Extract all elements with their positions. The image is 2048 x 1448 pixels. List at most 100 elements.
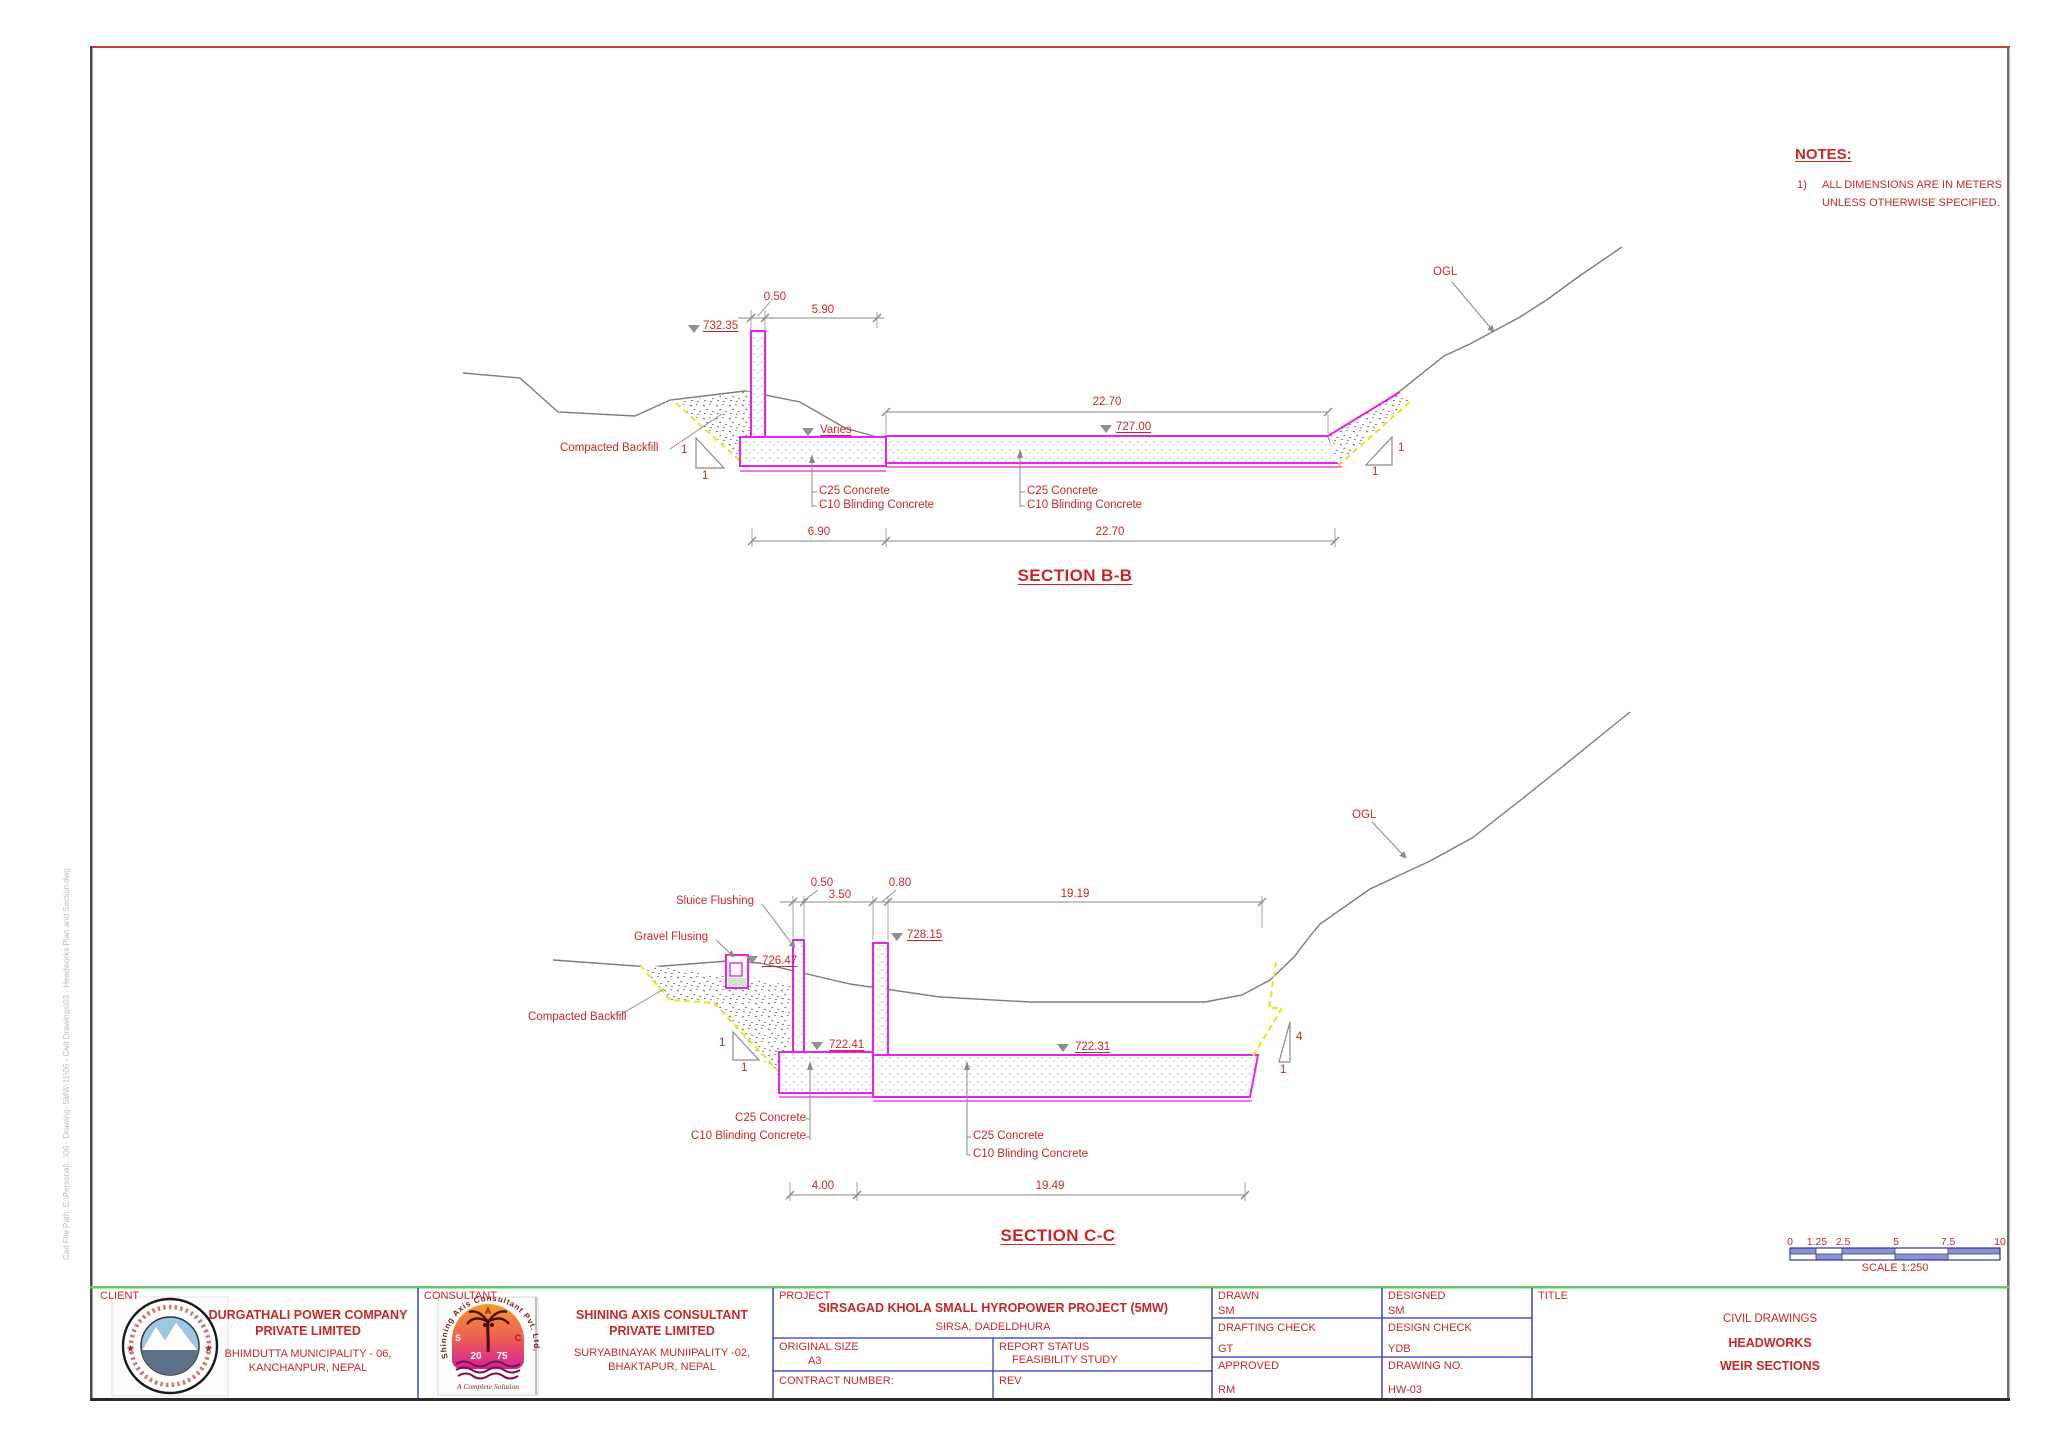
drafting-check-label: DRAFTING CHECK bbox=[1218, 1322, 1316, 1334]
cc-label-ogl: OGL bbox=[1352, 809, 1377, 821]
scale-tick-125: 1.25 bbox=[1806, 1236, 1828, 1248]
cc-label-c10-left: C10 Blinding Concrete bbox=[690, 1130, 806, 1142]
cc-slope-right-v: 4 bbox=[1296, 1031, 1303, 1043]
report-status-value: FEASIBILITY STUDY bbox=[1012, 1354, 1118, 1366]
consultant-logo-s: S bbox=[455, 1333, 461, 1343]
project-name: SIRSAGAD KHOLA SMALL HYROPOWER PROJECT (… bbox=[817, 1301, 1169, 1315]
drafting-check-value: GT bbox=[1218, 1343, 1234, 1355]
cc-label-c25-right: C25 Concrete bbox=[973, 1130, 1044, 1142]
bb-dim-apron: 5.90 bbox=[811, 304, 835, 316]
scale-bar bbox=[1789, 1247, 2001, 1261]
bb-slope-left-h: 1 bbox=[702, 470, 709, 482]
original-size-value: A3 bbox=[808, 1355, 822, 1367]
cc-slope-left-h: 1 bbox=[741, 1062, 748, 1074]
bb-slope-right-v: 1 bbox=[1398, 442, 1405, 454]
bb-elevation-crest: 732.35 bbox=[703, 320, 739, 332]
contract-number-label: CONTRACT NUMBER: bbox=[779, 1375, 894, 1387]
notes-item-number: 1) bbox=[1797, 179, 1807, 191]
cc-label-c25-left: C25 Concrete bbox=[735, 1112, 806, 1124]
consultant-logo-year-75: 75 bbox=[496, 1351, 508, 1362]
bb-elevation-varies: Varies bbox=[820, 424, 852, 436]
client-name-line2: PRIVATE LIMITED bbox=[255, 1324, 361, 1338]
cad-file-path-note: Cad File Path: E:\Personal\...\06 - Draw… bbox=[62, 868, 71, 1260]
drawing-no-label: DRAWING NO. bbox=[1388, 1360, 1464, 1372]
cc-label-compacted-backfill: Compacted Backfill bbox=[528, 1011, 627, 1023]
bb-label-ogl: OGL bbox=[1433, 266, 1458, 278]
consultant-logo-c: C bbox=[515, 1333, 522, 1343]
sheet-title-line3: WEIR SECTIONS bbox=[1719, 1359, 1821, 1373]
client-logo: ★ ★ bbox=[111, 1296, 229, 1397]
notes-heading: NOTES: bbox=[1795, 146, 1852, 163]
cc-slope-left-v: 1 bbox=[719, 1037, 726, 1049]
cc-elevation-sluice-floor: 722.41 bbox=[829, 1039, 865, 1051]
scale-tick-10: 10 bbox=[1994, 1236, 2006, 1248]
design-check-value: YDB bbox=[1388, 1343, 1411, 1355]
approved-value: RM bbox=[1218, 1384, 1236, 1396]
bb-dim-bottom-left: 6.90 bbox=[807, 526, 831, 538]
scale-tick-75: 7.5 bbox=[1940, 1236, 1956, 1248]
consultant-name-line1: SHINING AXIS CONSULTANT bbox=[576, 1308, 748, 1322]
section-bb-linework bbox=[462, 246, 1623, 547]
approved-label: APPROVED bbox=[1218, 1360, 1280, 1372]
notes-line-2: UNLESS OTHERWISE SPECIFIED. bbox=[1822, 197, 2000, 209]
project-location: SIRSA, DADELDHURA bbox=[935, 1321, 1051, 1333]
cc-dim-bottom-left: 4.00 bbox=[811, 1180, 835, 1192]
original-size-label: ORIGINAL SIZE bbox=[779, 1341, 859, 1353]
bb-slope-left-v: 1 bbox=[681, 444, 688, 456]
consultant-logo-tagline: A Complete Solution bbox=[456, 1382, 519, 1391]
cc-slope-right-h: 1 bbox=[1280, 1064, 1287, 1076]
client-logo-star-left: ★ bbox=[126, 1344, 135, 1355]
bb-label-c10-left: C10 Blinding Concrete bbox=[819, 499, 935, 511]
cc-dim-bottom-right: 19.49 bbox=[1035, 1180, 1065, 1192]
bb-label-c25-left: C25 Concrete bbox=[819, 485, 890, 497]
sheet-title-line2: HEADWORKS bbox=[1728, 1336, 1812, 1350]
cc-label-c10-right: C10 Blinding Concrete bbox=[973, 1148, 1089, 1160]
cc-elevation-crest: 728.15 bbox=[907, 929, 943, 941]
bb-dim-bottom-right: 22.70 bbox=[1095, 526, 1125, 538]
cc-elevation-basin-floor: 722.31 bbox=[1075, 1041, 1111, 1053]
consultant-address-line2: BHAKTAPUR, NEPAL bbox=[608, 1361, 716, 1373]
sheet-title-line1: CIVIL DRAWINGS bbox=[1722, 1313, 1818, 1325]
bb-dim-basin-top: 22.70 bbox=[1092, 396, 1122, 408]
client-address-line1: BHIMDUTTA MUNICIPALITY - 06, bbox=[224, 1348, 392, 1360]
rev-label: REV bbox=[999, 1375, 1022, 1387]
designed-label: DESIGNED bbox=[1388, 1290, 1446, 1302]
client-label: CLIENT bbox=[100, 1290, 140, 1302]
client-address-line2: KANCHANPUR, NEPAL bbox=[248, 1362, 368, 1374]
cc-dim-weir-wall: 0.80 bbox=[888, 877, 912, 889]
report-status-label: REPORT STATUS bbox=[999, 1341, 1090, 1353]
notes-line-1: ALL DIMENSIONS ARE IN METERS bbox=[1822, 179, 2002, 191]
drawn-label: DRAWN bbox=[1218, 1290, 1260, 1302]
cc-dim-gap: 3.50 bbox=[828, 889, 852, 901]
consultant-logo-year-20: 20 bbox=[470, 1351, 482, 1362]
design-check-label: DESIGN CHECK bbox=[1388, 1322, 1472, 1334]
title-block-grid bbox=[417, 1288, 1533, 1398]
scale-caption: SCALE 1:250 bbox=[1861, 1262, 1929, 1274]
drawing-no-value: HW-03 bbox=[1388, 1384, 1423, 1396]
consultant-logo: Shinning Axis Consultant Pvt. Ltd. S A C… bbox=[437, 1294, 540, 1396]
bb-label-c10-right: C10 Blinding Concrete bbox=[1027, 499, 1143, 511]
scale-tick-5: 5 bbox=[1893, 1236, 1899, 1248]
bb-dim-wall-width: 0.50 bbox=[763, 291, 787, 303]
section-cc-linework bbox=[552, 711, 1631, 1201]
scale-tick-25: 2.5 bbox=[1835, 1236, 1851, 1248]
bb-section-title: SECTION B-B bbox=[1017, 566, 1133, 585]
client-name-line1: DURGATHALI POWER COMPANY bbox=[208, 1308, 408, 1322]
consultant-name-line2: PRIVATE LIMITED bbox=[609, 1324, 715, 1338]
cc-label-sluice-flushing: Sluice Flushing bbox=[676, 895, 754, 907]
consultant-label: CONSULTANT bbox=[424, 1290, 497, 1302]
designed-value: SM bbox=[1388, 1305, 1405, 1317]
bb-slope-right-h: 1 bbox=[1372, 466, 1379, 478]
cc-section-title: SECTION C-C bbox=[1000, 1226, 1116, 1245]
drawn-value: SM bbox=[1218, 1305, 1235, 1317]
cc-elevation-gravel: 726.47 bbox=[762, 955, 798, 967]
bb-elevation-basin: 727.00 bbox=[1116, 421, 1152, 433]
cc-dim-basin-top: 19.19 bbox=[1060, 888, 1090, 900]
project-label: PROJECT bbox=[779, 1290, 831, 1302]
consultant-address-line1: SURYABINAYAK MUNIIPALITY -02, bbox=[573, 1347, 751, 1359]
sheet-border bbox=[90, 46, 2010, 1401]
cc-dim-sluice-wall: 0.50 bbox=[810, 877, 834, 889]
bb-label-compacted-backfill: Compacted Backfill bbox=[560, 442, 659, 454]
